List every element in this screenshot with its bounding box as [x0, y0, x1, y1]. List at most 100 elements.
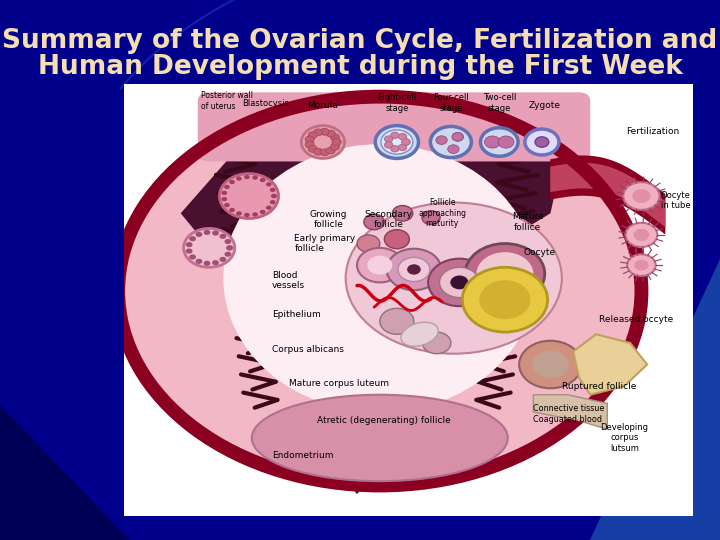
Text: Oocyte: Oocyte [523, 248, 555, 256]
Circle shape [332, 139, 341, 145]
Circle shape [225, 239, 231, 244]
Circle shape [392, 206, 413, 221]
Circle shape [477, 252, 534, 295]
Circle shape [535, 137, 549, 147]
Circle shape [532, 350, 569, 379]
Text: Summary of the Ovarian Cycle, Fertilization and: Summary of the Ovarian Cycle, Fertilizat… [2, 28, 718, 53]
Text: Mature
follice: Mature follice [512, 212, 544, 232]
Circle shape [384, 136, 393, 142]
Circle shape [627, 254, 656, 276]
Circle shape [402, 139, 410, 145]
Circle shape [525, 129, 559, 155]
Polygon shape [0, 405, 130, 540]
Circle shape [308, 132, 318, 139]
Circle shape [220, 257, 226, 262]
Circle shape [390, 132, 399, 139]
Circle shape [252, 176, 258, 180]
Text: Blastocysis: Blastocysis [243, 99, 289, 107]
Text: Oocyte
in tube: Oocyte in tube [661, 191, 690, 210]
Ellipse shape [118, 97, 642, 485]
Text: Blood
vessels: Blood vessels [271, 271, 305, 290]
Text: Four-cell
stage: Four-cell stage [433, 93, 469, 113]
Circle shape [189, 254, 196, 260]
Circle shape [184, 228, 235, 267]
Circle shape [270, 188, 276, 192]
Circle shape [270, 200, 276, 204]
Circle shape [364, 214, 384, 230]
Circle shape [224, 185, 230, 189]
Circle shape [390, 145, 399, 152]
Circle shape [384, 230, 410, 249]
Text: Early primary
follicle: Early primary follicle [294, 234, 356, 253]
Circle shape [626, 223, 657, 247]
Polygon shape [573, 334, 647, 395]
Ellipse shape [401, 322, 438, 346]
Text: Zygote: Zygote [528, 101, 561, 110]
Circle shape [271, 194, 277, 198]
Circle shape [381, 130, 413, 154]
Circle shape [332, 139, 341, 145]
Circle shape [634, 260, 649, 271]
Text: Endometrium: Endometrium [271, 451, 333, 460]
Circle shape [485, 136, 500, 148]
Text: Ruptured follicle: Ruptured follicle [562, 382, 636, 390]
Circle shape [407, 264, 420, 275]
Circle shape [252, 212, 258, 217]
Circle shape [387, 249, 441, 290]
Circle shape [244, 213, 250, 217]
Circle shape [326, 147, 336, 154]
Circle shape [422, 211, 440, 225]
Text: Morula: Morula [307, 101, 338, 110]
Circle shape [301, 126, 345, 158]
Circle shape [423, 332, 451, 354]
Circle shape [326, 130, 336, 137]
Text: Posterior wall
of uterus: Posterior wall of uterus [201, 91, 253, 111]
Circle shape [204, 230, 210, 235]
Circle shape [224, 203, 230, 207]
Circle shape [229, 208, 235, 212]
Circle shape [212, 260, 219, 265]
Circle shape [452, 132, 464, 141]
Circle shape [465, 244, 545, 304]
Circle shape [313, 129, 323, 136]
Circle shape [220, 234, 226, 239]
Text: Epithelium: Epithelium [271, 310, 320, 319]
Text: Mature corpus luteum: Mature corpus luteum [289, 380, 389, 388]
Circle shape [320, 149, 329, 156]
Circle shape [367, 255, 392, 275]
Circle shape [225, 252, 231, 257]
Polygon shape [590, 259, 720, 540]
Text: Atretic (degenerating) follicle: Atretic (degenerating) follicle [318, 416, 451, 425]
Circle shape [226, 245, 233, 251]
FancyBboxPatch shape [198, 92, 590, 161]
Text: Released occyte: Released occyte [599, 315, 673, 323]
Circle shape [357, 248, 402, 282]
Circle shape [439, 267, 480, 298]
Text: Developing
corpus
lutsum: Developing corpus lutsum [600, 423, 649, 453]
Circle shape [398, 258, 430, 281]
Polygon shape [534, 395, 607, 429]
Text: Follicle
approaching
maturity: Follicle approaching maturity [418, 198, 467, 228]
Circle shape [632, 189, 651, 203]
Circle shape [244, 175, 250, 179]
Circle shape [196, 259, 202, 264]
Text: Growing
follicle: Growing follicle [310, 210, 347, 230]
Circle shape [266, 182, 271, 186]
Circle shape [308, 145, 318, 152]
Circle shape [436, 136, 447, 144]
Circle shape [498, 136, 514, 148]
Circle shape [196, 232, 202, 237]
Circle shape [448, 145, 459, 153]
Text: Secondary
follicle: Secondary follicle [364, 210, 413, 230]
Circle shape [222, 197, 227, 201]
Circle shape [271, 194, 277, 198]
Ellipse shape [346, 202, 562, 354]
Circle shape [379, 308, 414, 334]
Circle shape [320, 129, 329, 135]
Circle shape [462, 267, 548, 332]
Polygon shape [181, 136, 567, 494]
Circle shape [624, 182, 660, 210]
Circle shape [330, 144, 340, 150]
Circle shape [402, 139, 410, 145]
Circle shape [189, 236, 196, 241]
